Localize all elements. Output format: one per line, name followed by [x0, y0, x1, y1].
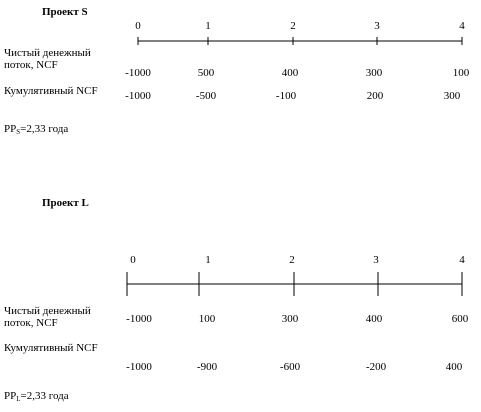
s-period-4: 4	[459, 20, 465, 32]
l-ncf-4: 600	[451, 313, 469, 325]
l-cum-4: 400	[445, 361, 463, 373]
l-period-3: 3	[373, 254, 379, 266]
l-ncf-1: 100	[198, 313, 216, 325]
s-cum-2: -100	[275, 90, 297, 102]
s-cum-label: Кумулятивный NCF	[4, 85, 98, 97]
l-period-4: 4	[459, 254, 465, 266]
s-ncf-3: 300	[365, 67, 383, 79]
s-ncf-4: 100	[452, 67, 470, 79]
l-pp-main: PP	[4, 390, 17, 402]
s-pp-value: =2,33 года	[20, 123, 69, 135]
s-pp-main: PP	[4, 123, 17, 135]
l-pp-value: =2,33 года	[20, 390, 69, 402]
l-pp-sub: L	[16, 395, 21, 403]
l-cum-0: -1000	[126, 361, 152, 373]
l-cum-1: -900	[196, 361, 218, 373]
s-ncf-1: 500	[197, 67, 215, 79]
project-s-title: Проект S	[42, 6, 88, 18]
l-cum-3: -200	[365, 361, 387, 373]
l-cum-2: -600	[279, 361, 301, 373]
l-ncf-0: -1000	[126, 313, 152, 325]
s-cum-1: -500	[195, 90, 217, 102]
l-period-0: 0	[130, 254, 136, 266]
l-period-1: 1	[205, 254, 211, 266]
project-l-title: Проект L	[42, 197, 89, 209]
l-ncf-label: Чистый денежный поток, NCF	[4, 305, 91, 329]
s-period-2: 2	[290, 20, 296, 32]
s-payback-period: PPS=2,33 года	[4, 123, 68, 136]
s-cum-3: 200	[366, 90, 384, 102]
l-period-2: 2	[289, 254, 295, 266]
l-ncf-3: 400	[365, 313, 383, 325]
l-ncf-2: 300	[281, 313, 299, 325]
s-cum-4: 300	[443, 90, 461, 102]
s-period-3: 3	[374, 20, 380, 32]
s-ncf-0: -1000	[125, 67, 151, 79]
s-pp-sub: S	[16, 128, 21, 136]
l-payback-period: PPL=2,33 года	[4, 390, 69, 403]
s-ncf-label: Чистый денежный поток, NCF	[4, 47, 91, 71]
l-cum-label: Кумулятивный NCF	[4, 342, 98, 354]
s-ncf-2: 400	[281, 67, 299, 79]
s-period-0: 0	[135, 20, 141, 32]
s-period-1: 1	[205, 20, 211, 32]
s-cum-0: -1000	[125, 90, 151, 102]
